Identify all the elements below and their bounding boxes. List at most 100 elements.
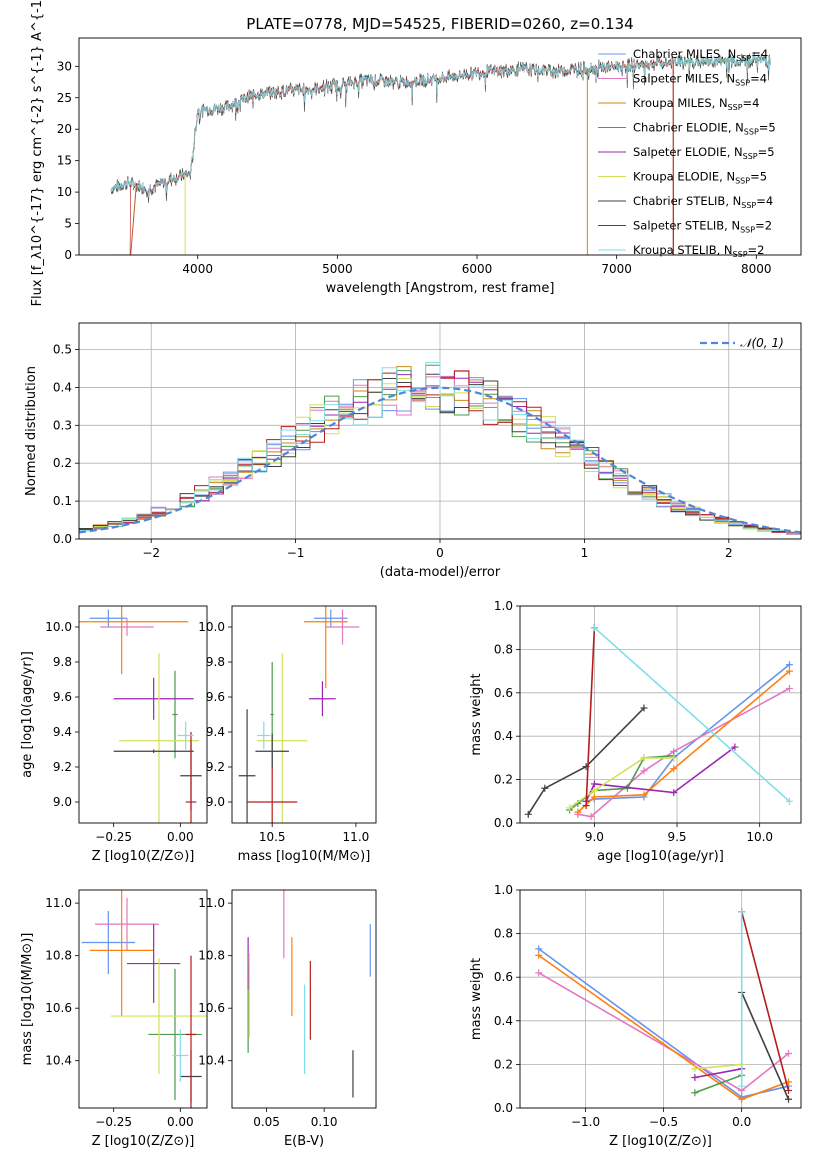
y-tick-label: 10: [57, 185, 72, 199]
error-bar-point: [238, 709, 256, 823]
error-bar-point: [247, 767, 298, 823]
x-tick-label: 10.0: [746, 830, 773, 844]
legend-suffix: =2: [748, 243, 765, 257]
weight-point-marker: [590, 780, 598, 788]
weight-series-line: [577, 670, 790, 813]
weight-point-marker: [524, 810, 532, 818]
x-tick-label: 9.5: [667, 830, 686, 844]
x-tick-label: −0.25: [95, 830, 132, 844]
legend-sub: SSP: [728, 103, 743, 112]
legend-entry: 𝒩(0, 1): [740, 336, 784, 350]
panel-weight_vs_Z: −1.0 −0.5 0.0 0.0 0.2 0.4 0.6 0.8 1.0 Z [log10(Z/…: [469, 883, 802, 1149]
panel-mass_vs_ebv: 0.05 0.10 10.4 10.6 10.8 11.0 E(B-V): [198, 889, 377, 1149]
axes-frame: [78, 37, 802, 256]
y-tick-label: 10.0: [198, 620, 225, 634]
legend-suffix: =5: [759, 121, 776, 135]
y-axis-label: mass weight: [469, 673, 484, 755]
weight-point-marker: [535, 951, 543, 959]
y-tick-label: 9.4: [53, 725, 72, 739]
y-tick-label: 15: [57, 154, 72, 168]
panel-age_vs_Z: −0.25 0.00 9.0 9.2 9.4 9.6 9.8 10.0 Z [log10(Z/Z…: [20, 605, 208, 864]
weight-series-line: [694, 1063, 742, 1070]
x-tick-label: 9.0: [585, 830, 604, 844]
x-axis-label: age [log10(age/yr)]: [597, 849, 724, 864]
x-axis-label: Z [log10(Z/Z⊙)]: [609, 1134, 712, 1149]
weight-point-marker: [785, 1087, 793, 1095]
weight-point-marker: [541, 784, 549, 792]
weight-point-marker: [738, 1082, 746, 1090]
x-tick-label: −2: [142, 546, 160, 560]
error-bar-point: [89, 890, 154, 1017]
x-tick-label: −1.0: [571, 1115, 600, 1129]
weight-series-line: [585, 627, 596, 806]
y-tick-label: 10.0: [45, 620, 72, 634]
weight-point-marker: [785, 1050, 793, 1057]
error-bar-point: [257, 653, 308, 823]
normal-curve: [79, 386, 801, 534]
weight-point-marker: [574, 808, 582, 816]
x-axis-label: Z [log10(Z/Z⊙)]: [92, 1134, 195, 1149]
error-bar-point: [113, 677, 194, 720]
plot-area: [81, 890, 207, 1108]
weight-point-marker: [566, 804, 574, 812]
weight-point-marker: [670, 789, 678, 797]
legend-sub: SSP: [736, 54, 751, 63]
plot-area: [535, 908, 793, 1103]
y-tick-label: 9.2: [53, 760, 72, 774]
y-tick-label: 0: [64, 248, 72, 262]
legend: 𝒩(0, 1): [700, 336, 784, 350]
x-tick-label: 5000: [322, 262, 353, 276]
y-tick-label: 0.0: [494, 816, 513, 830]
weight-point-marker: [640, 791, 648, 799]
legend-sub: SSP: [735, 79, 750, 88]
plot-area: [247, 890, 371, 1098]
weight-point-marker: [590, 793, 598, 801]
weight-point-marker: [738, 908, 746, 916]
legend: Chabrier MILES, NSSP=4 Salpeter MILES, NS…: [598, 47, 776, 259]
plot-area: [79, 606, 202, 823]
weight-series-line: [694, 1068, 742, 1079]
x-tick-label: 0.0: [732, 1115, 751, 1129]
panel-age_vs_mass: 10.5 11.0 9.0 9.2 9.4 9.6 9.8 10.0 mass [log10(M…: [198, 605, 377, 864]
y-tick-label: 9.0: [206, 795, 225, 809]
axes-frame: [231, 889, 377, 1109]
legend-suffix: =4: [756, 194, 773, 208]
x-tick-label: 2: [725, 546, 733, 560]
y-tick-label: 9.4: [206, 725, 225, 739]
x-tick-label: 11.0: [343, 830, 370, 844]
error-bar-point: [95, 897, 159, 951]
legend-entry: Chabrier STELIB, NSSP=4: [633, 194, 773, 210]
weight-point-marker: [587, 812, 595, 820]
legend-entry: Kroupa ELODIE, NSSP=5: [633, 170, 767, 186]
panel-mass_vs_Z: −0.25 0.00 10.4 10.6 10.8 11.0 Z [log10(Z/Z⊙)]…: [20, 889, 208, 1149]
legend-suffix: =4: [743, 96, 760, 110]
legend-sub: SSP: [740, 226, 755, 235]
y-tick-label: 0.2: [53, 456, 72, 470]
x-tick-label: −0.5: [649, 1115, 678, 1129]
weight-point-marker: [582, 802, 590, 810]
legend-sub: SSP: [744, 128, 759, 137]
y-tick-label: 0.5: [53, 343, 72, 357]
error-bar-point: [113, 749, 194, 753]
legend-entry: Chabrier MILES, NSSP=4: [633, 47, 768, 63]
weight-point-marker: [640, 767, 648, 775]
x-tick-label: 4000: [182, 262, 213, 276]
error-bar-point: [325, 609, 360, 645]
legend-entry: Chabrier ELODIE, NSSP=5: [633, 121, 776, 137]
x-tick-label: 8000: [741, 262, 772, 276]
x-axis-label: Z [log10(Z/Z⊙)]: [92, 849, 195, 864]
y-axis-label: mass weight: [469, 958, 484, 1040]
legend-entry: Kroupa MILES, NSSP=4: [633, 96, 759, 112]
y-tick-label: 0.4: [494, 1014, 513, 1028]
axes-frame: [78, 605, 208, 824]
y-tick-label: 0.2: [494, 1057, 513, 1071]
error-bar-point: [172, 1029, 189, 1082]
x-tick-label: 0: [436, 546, 444, 560]
y-tick-label: 0.1: [53, 494, 72, 508]
y-tick-label: 0.6: [494, 686, 513, 700]
weight-point-marker: [535, 969, 543, 977]
y-tick-label: 0.4: [494, 729, 513, 743]
weight-point-marker: [785, 684, 793, 692]
plot-area: [238, 606, 360, 823]
x-tick-label: 0.05: [253, 1115, 280, 1129]
